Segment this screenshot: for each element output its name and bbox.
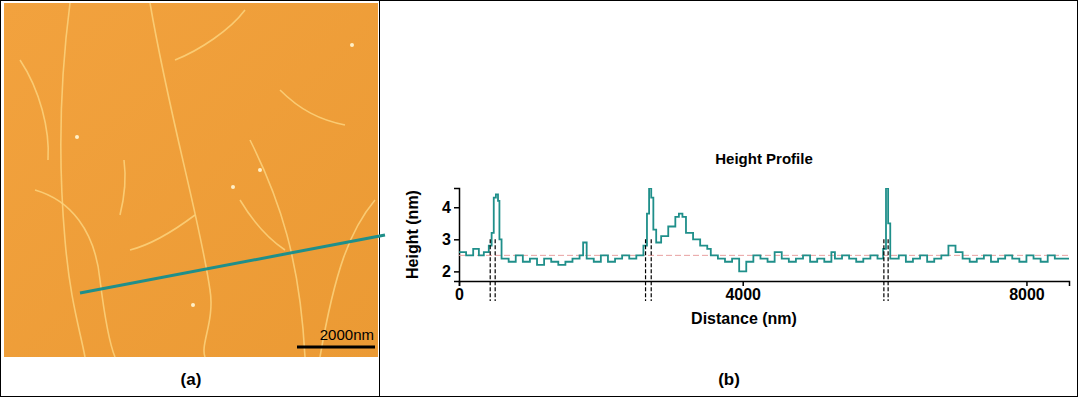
y-tick-mark [454,207,459,209]
fibre [20,60,48,160]
y-tick-label: 3 [442,231,451,248]
y-tick: 4 [442,199,459,216]
fibre [240,200,285,250]
annotation-line [490,239,491,301]
afm-image-panel: 2000nm [4,3,385,357]
fibre [280,90,345,125]
x-tick: 8000 [1009,281,1045,303]
x-tick-label: 8000 [1009,286,1045,303]
annotation-lines [490,239,888,301]
annotation-line [645,239,646,301]
reference-line [459,255,1069,256]
annotation-line [495,239,496,301]
y-axis-line [454,189,460,282]
y-tick: 2 [442,263,459,280]
scale-bar [297,346,375,349]
chart-title: Height Profile [715,150,813,167]
x-tick: 4000 [725,281,761,303]
x-axis: 0 4000 8000 [455,281,1069,303]
profile-line [459,188,1069,271]
panel-label: (b) [718,370,740,389]
y-axis-title: Height (nm) [404,190,421,279]
x-tick-mark [742,281,744,286]
fibre [35,190,115,357]
figure-border [1,1,1078,397]
figure: 2000nm(a)Height ProfileDistance (nm)Heig… [0,0,1078,397]
fibre [150,3,211,357]
profile-cut-line [80,235,385,293]
particle [231,185,235,189]
annotation-line [883,239,884,301]
y-tick-mark [454,271,459,273]
fibre [250,140,305,357]
panel-divider [379,0,380,397]
particle [191,303,195,307]
x-tick-label: 4000 [725,286,761,303]
fibre [320,200,375,357]
y-axis: 2 3 4 [442,189,459,282]
annotation-line [888,239,889,301]
particle [75,135,79,139]
plot-area [459,188,1069,271]
x-axis-title: Distance (nm) [691,310,797,327]
panel-label: (a) [181,370,202,389]
y-tick-label: 4 [442,199,451,216]
particle [350,43,354,47]
fibre [175,10,245,60]
annotation-line [651,239,652,301]
x-tick-label: 0 [455,286,464,303]
particle [258,168,262,172]
fibre [61,3,85,357]
afm-image [4,3,378,357]
x-axis-line [460,282,1070,287]
fibre [130,215,195,250]
x-tick-mark [1026,281,1028,286]
y-tick-label: 2 [442,263,451,280]
x-tick: 0 [455,281,464,303]
height-profile-panel: Height Profile Distance (nm) Height (nm) 0 4… [404,150,1070,327]
scale-bar-label: 2000nm [320,326,374,343]
y-tick-mark [454,239,459,241]
y-tick: 3 [442,231,459,248]
fibre [120,160,125,215]
